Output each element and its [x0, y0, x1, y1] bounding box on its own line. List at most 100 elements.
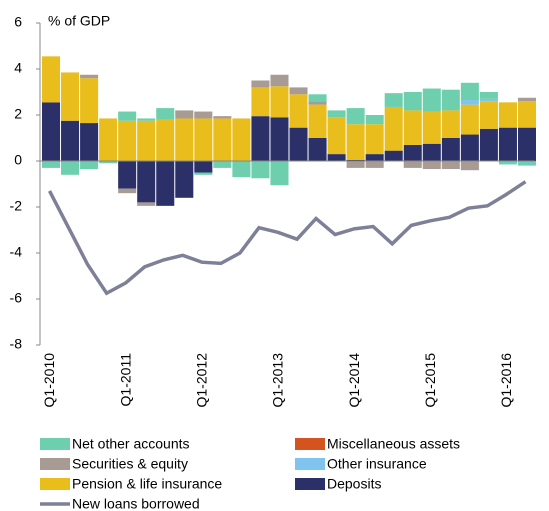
bar	[365, 154, 384, 161]
bar	[251, 161, 270, 179]
bar	[80, 74, 99, 79]
bar	[460, 161, 479, 171]
bar	[270, 86, 289, 118]
bar	[42, 56, 61, 103]
legend-label: Deposits	[327, 476, 381, 492]
bar	[422, 143, 441, 161]
legend-swatch	[295, 458, 325, 470]
bar	[61, 120, 80, 161]
legend-label: Other insurance	[327, 456, 427, 472]
bar	[42, 161, 61, 168]
bar	[194, 118, 213, 161]
y-tick-label: -2	[10, 198, 23, 214]
bar	[175, 118, 194, 161]
legend-swatch	[40, 458, 70, 470]
bar	[327, 117, 346, 155]
x-tick-label: Q1-2010	[41, 353, 57, 408]
bar	[517, 161, 536, 166]
x-tick-label: Q1-2016	[498, 353, 514, 408]
legend-swatch	[40, 438, 70, 450]
y-tick-label: 6	[14, 14, 22, 30]
bar	[422, 111, 441, 144]
bar	[327, 110, 346, 118]
bar	[251, 80, 270, 88]
bar	[346, 124, 365, 160]
bar	[156, 161, 175, 206]
bar	[213, 161, 232, 168]
bar	[308, 138, 327, 161]
bar	[517, 97, 536, 102]
x-tick-label: Q1-2012	[194, 353, 210, 408]
bar	[194, 111, 213, 119]
bar	[308, 104, 327, 138]
bar	[498, 102, 517, 128]
bar	[213, 116, 232, 119]
x-tick-label: Q1-2014	[346, 353, 362, 408]
bar	[365, 161, 384, 168]
bar	[232, 161, 251, 178]
bar	[99, 161, 118, 164]
bar	[194, 161, 213, 173]
bar	[175, 110, 194, 119]
y-tick-label: -4	[10, 244, 23, 260]
bar	[460, 82, 479, 101]
bar	[80, 123, 99, 161]
y-tick-label: -8	[10, 336, 23, 352]
bar	[61, 72, 80, 121]
bar	[175, 161, 194, 198]
bar	[441, 138, 460, 161]
legend-swatch	[40, 478, 70, 490]
bar	[517, 127, 536, 161]
legend-swatch	[295, 478, 325, 490]
y-tick-label: 4	[14, 60, 22, 76]
y-axis-label: % of GDP	[48, 13, 110, 29]
bar	[80, 78, 99, 124]
bar	[479, 98, 498, 102]
bar	[517, 101, 536, 128]
legend-label: Pension & life insurance	[72, 476, 222, 492]
y-tick-label: -6	[10, 290, 23, 306]
bar	[137, 161, 156, 203]
bar	[118, 111, 137, 121]
bar	[232, 118, 251, 161]
bar	[270, 161, 289, 186]
x-tick-label: Q1-2013	[270, 353, 286, 408]
bar	[308, 101, 327, 105]
bar	[137, 202, 156, 206]
bar	[441, 89, 460, 111]
bar	[137, 120, 156, 161]
bar	[194, 172, 213, 175]
bar	[403, 144, 422, 161]
bar	[251, 116, 270, 161]
bar	[213, 118, 232, 161]
legend-label: Securities & equity	[72, 456, 188, 472]
bar	[156, 108, 175, 120]
bar	[346, 159, 365, 161]
bar	[308, 94, 327, 102]
bar	[384, 93, 403, 107]
legend-swatch	[295, 438, 325, 450]
bar	[441, 110, 460, 138]
bar	[460, 134, 479, 161]
bar	[460, 104, 479, 135]
legend-label: New loans borrowed	[72, 496, 200, 511]
bar	[118, 120, 137, 161]
bar	[251, 87, 270, 117]
legend-label: Net other accounts	[72, 436, 190, 452]
bar	[384, 106, 403, 151]
bar	[498, 127, 517, 161]
y-tick-label: 2	[14, 106, 22, 122]
bar	[289, 87, 308, 95]
bar	[384, 150, 403, 161]
bar	[460, 100, 479, 105]
bar	[270, 74, 289, 87]
bar	[99, 118, 118, 161]
line	[47, 180, 527, 296]
bar	[270, 117, 289, 161]
legend-label: Miscellaneous assets	[327, 436, 460, 452]
bar	[346, 108, 365, 125]
bar	[441, 161, 460, 170]
bar	[479, 128, 498, 161]
bar	[137, 118, 156, 121]
